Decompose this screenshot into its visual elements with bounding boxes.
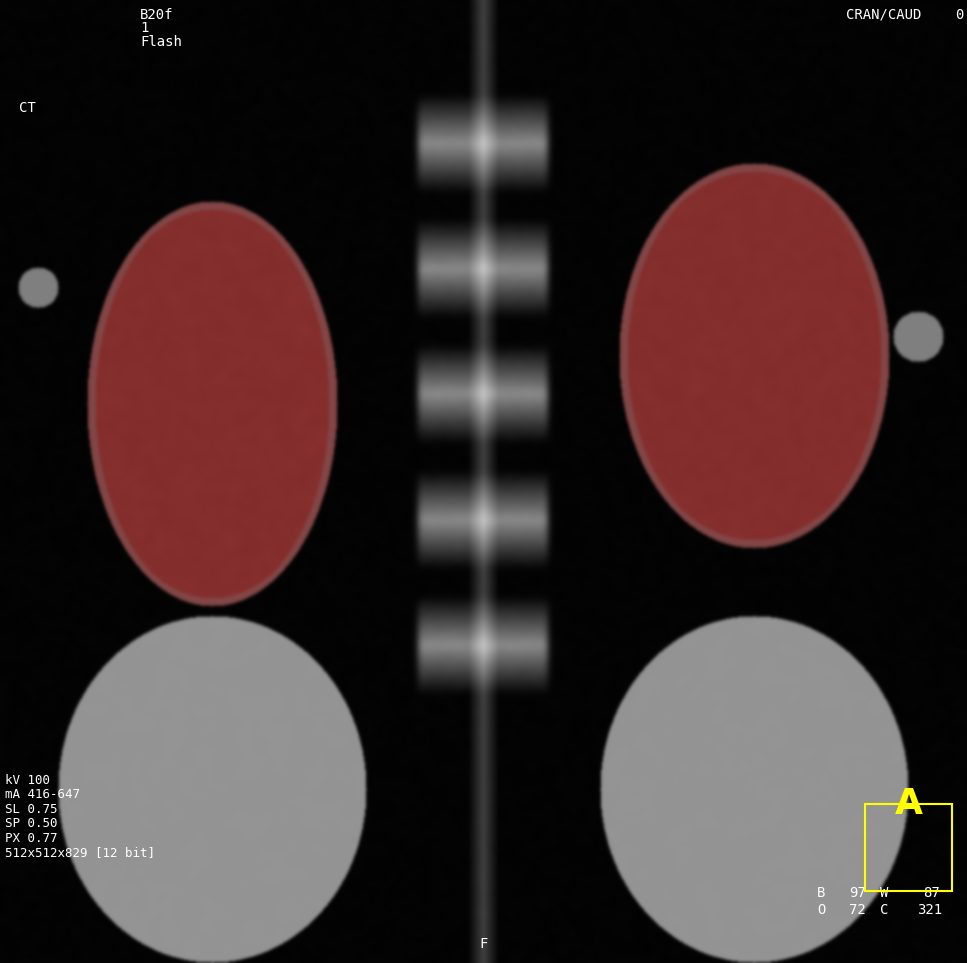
Text: W: W: [880, 886, 889, 900]
Text: A: A: [895, 787, 923, 821]
Text: C: C: [880, 902, 889, 917]
Text: kV 100: kV 100: [5, 774, 50, 787]
Text: 72: 72: [849, 902, 865, 917]
Text: O: O: [817, 902, 826, 917]
Text: 1: 1: [140, 21, 149, 36]
Text: CT: CT: [19, 101, 36, 116]
Text: mA 416-647: mA 416-647: [5, 789, 80, 801]
Text: SL 0.75: SL 0.75: [5, 803, 57, 816]
Text: PX 0.77: PX 0.77: [5, 832, 57, 845]
Text: 0: 0: [955, 8, 964, 22]
Text: 87: 87: [923, 886, 940, 900]
Text: 512x512x829 [12 bit]: 512x512x829 [12 bit]: [5, 846, 155, 859]
Text: 97: 97: [849, 886, 865, 900]
Text: 321: 321: [917, 902, 942, 917]
Text: SP 0.50: SP 0.50: [5, 818, 57, 830]
Text: Flash: Flash: [140, 35, 182, 49]
Text: CRAN/CAUD: CRAN/CAUD: [846, 8, 922, 22]
Text: B: B: [817, 886, 826, 900]
Text: F: F: [480, 937, 487, 951]
Text: B20f: B20f: [140, 8, 174, 22]
